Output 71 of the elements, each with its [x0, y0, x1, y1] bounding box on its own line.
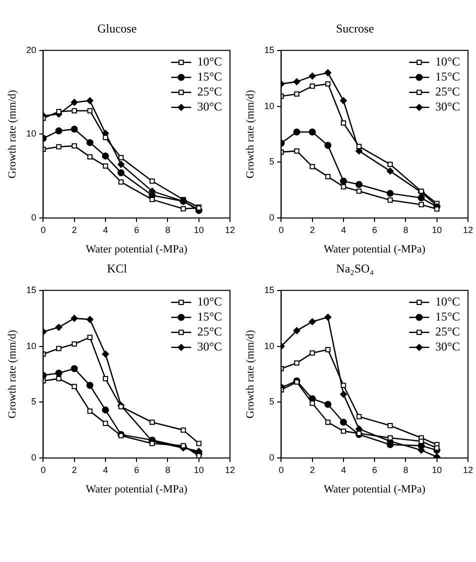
x-tick-label: 6	[134, 224, 140, 235]
legend-label: 30°C	[197, 100, 222, 114]
x-tick-label: 0	[40, 464, 46, 475]
y-tick-label: 0	[269, 452, 274, 462]
y-axis-title: Growth rate (mm/d)	[6, 330, 18, 418]
x-tick-label: 4	[102, 464, 108, 475]
legend-label: 10°C	[197, 54, 222, 69]
legend-label: 25°C	[435, 324, 460, 339]
y-tick-label: 15	[264, 284, 274, 295]
y-tick-label: 10	[26, 340, 36, 351]
x-tick-label: 12	[224, 224, 235, 235]
legend-label: 25°C	[197, 84, 222, 99]
legend-label: 25°C	[435, 84, 460, 99]
x-tick-label: 2	[72, 224, 77, 235]
y-tick-label: 10	[26, 128, 36, 139]
chart-title: Sucrose	[336, 21, 374, 36]
y-axis-title: Growth rate (mm/d)	[244, 90, 256, 178]
legend-label: 10°C	[435, 54, 460, 69]
legend-label: 15°C	[435, 310, 460, 324]
x-tick-label: 12	[462, 224, 473, 235]
x-tick-label: 2	[72, 464, 77, 475]
y-tick-label: 20	[26, 44, 36, 55]
x-tick-label: 4	[340, 224, 346, 235]
legend-label: 30°C	[197, 340, 222, 354]
legend-label: 10°C	[197, 294, 222, 309]
y-tick-label: 5	[31, 396, 36, 407]
x-tick-label: 8	[403, 224, 408, 235]
x-tick-label: 0	[40, 224, 46, 235]
x-tick-label: 12	[224, 464, 235, 475]
legend-label: 10°C	[435, 294, 460, 309]
x-tick-label: 4	[102, 224, 108, 235]
y-tick-label: 10	[264, 340, 274, 351]
y-axis-title: Growth rate (mm/d)	[6, 90, 18, 178]
x-tick-label: 0	[278, 224, 284, 235]
x-axis-title: Water potential (-MPa)	[86, 243, 188, 256]
x-tick-label: 10	[194, 224, 204, 235]
x-axis-title: Water potential (-MPa)	[86, 483, 188, 496]
x-tick-label: 6	[134, 464, 140, 475]
y-tick-label: 5	[269, 156, 274, 167]
x-tick-label: 12	[462, 464, 473, 475]
x-tick-label: 6	[372, 464, 378, 475]
legend-label: 15°C	[197, 310, 222, 324]
y-tick-label: 15	[26, 284, 36, 295]
chart-title: Glucose	[97, 21, 137, 36]
y-tick-label: 5	[269, 396, 274, 407]
x-axis-title: Water potential (-MPa)	[324, 243, 426, 256]
x-tick-label: 8	[403, 464, 408, 475]
x-tick-label: 2	[310, 464, 315, 475]
legend-label: 25°C	[197, 324, 222, 339]
x-tick-label: 0	[278, 464, 284, 475]
x-tick-label: 10	[194, 464, 204, 475]
x-tick-label: 10	[432, 224, 442, 235]
x-tick-label: 6	[372, 224, 378, 235]
y-tick-label: 10	[264, 100, 274, 111]
chart-title: Na₂SO₄	[336, 261, 374, 276]
y-tick-label: 15	[264, 44, 274, 55]
legend-label: 30°C	[435, 340, 460, 354]
x-tick-label: 10	[432, 464, 442, 475]
x-tick-label: 8	[165, 464, 170, 475]
y-tick-label: 0	[31, 452, 36, 462]
y-tick-label: 0	[31, 212, 36, 222]
legend-label: 15°C	[197, 70, 222, 84]
x-tick-label: 8	[165, 224, 170, 235]
legend-label: 15°C	[435, 70, 460, 84]
x-tick-label: 4	[340, 464, 346, 475]
y-axis-title: Growth rate (mm/d)	[244, 330, 256, 418]
legend-label: 30°C	[435, 100, 460, 114]
y-tick-label: 0	[269, 212, 274, 222]
x-axis-title: Water potential (-MPa)	[324, 483, 426, 496]
chart-title: KCl	[106, 261, 128, 276]
x-tick-label: 2	[310, 224, 315, 235]
